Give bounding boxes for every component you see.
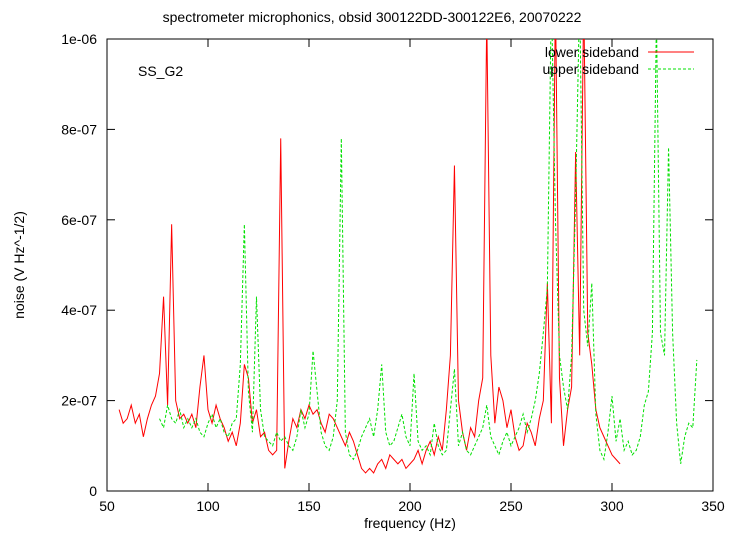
series-line [159,39,698,464]
x-axis-label: frequency (Hz) [364,515,456,531]
chart-title: spectrometer microphonics, obsid 300122D… [163,9,582,25]
y-tick-label: 6e-07 [61,212,97,228]
x-tick-label: 50 [99,498,115,514]
x-tick-label: 100 [196,498,220,514]
legend-label: upper sideband [542,61,639,77]
x-tick-label: 350 [701,498,725,514]
y-tick-label: 0 [89,483,97,499]
annotation: SS_G2 [138,63,183,79]
legend-label: lower sideband [545,44,639,60]
y-axis-label: noise (V Hz^-1/2) [11,211,27,319]
x-tick-label: 150 [297,498,321,514]
x-tick-label: 250 [499,498,523,514]
plot-border [106,38,714,492]
plot-lines [118,39,698,474]
y-tick-label: 4e-07 [61,302,97,318]
y-tick-label: 8e-07 [61,121,97,137]
x-tick-label: 200 [398,498,422,514]
series-line [118,39,621,474]
y-tick-label: 1e-06 [61,31,97,47]
x-tick-label: 300 [600,498,624,514]
y-tick-label: 2e-07 [61,393,97,409]
